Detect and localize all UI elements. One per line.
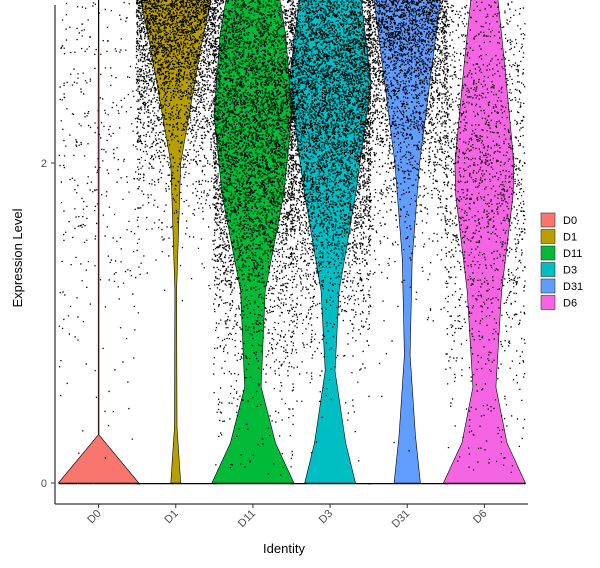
x-tick-label-d31: D31: [390, 508, 413, 531]
x-tick-label-d11: D11: [236, 508, 258, 530]
violin-d0: [57, 0, 140, 484]
x-tick-label-d6: D6: [471, 508, 489, 526]
violin-d31: [373, 0, 441, 484]
legend-swatch-d0: [540, 212, 556, 228]
violin-d3: [288, 0, 372, 484]
violin-d11: [211, 0, 295, 484]
legend-label-d0: D0: [563, 215, 577, 227]
x-tick-label-d1: D1: [162, 508, 180, 526]
y-tick-label-2: 2: [41, 158, 47, 170]
points-d1: [135, 0, 217, 485]
plot-area: [57, 0, 526, 485]
legend-swatch-d1: [540, 229, 556, 244]
legend-label-d11: D11: [563, 248, 582, 260]
legend-swatch-d31: [540, 278, 556, 294]
y-axis-title: Expression Level: [10, 208, 25, 307]
legend-label-d1: D1: [563, 232, 577, 244]
axes: [54, 5, 528, 505]
legend: D0 D1 D11 D3 D31 D6: [540, 212, 583, 310]
points-d3: [290, 0, 372, 485]
legend-swatch-d3: [540, 262, 556, 277]
points-d6: [444, 0, 526, 485]
x-tick-label-d0: D0: [85, 508, 103, 526]
x-tick-label-d3: D3: [317, 508, 335, 526]
violin-d6: [442, 0, 526, 484]
points-d11: [212, 0, 295, 485]
legend-swatch-d11: [540, 245, 556, 261]
violin-d1: [140, 0, 212, 484]
x-axis-title: Identity: [263, 541, 305, 556]
legend-label-d31: D31: [563, 281, 583, 293]
y-tick-label-0: 0: [41, 478, 47, 490]
legend-label-d6: D6: [563, 298, 577, 310]
points-d31: [367, 0, 449, 485]
legend-label-d3: D3: [563, 265, 577, 277]
legend-swatch-d6: [540, 295, 556, 310]
